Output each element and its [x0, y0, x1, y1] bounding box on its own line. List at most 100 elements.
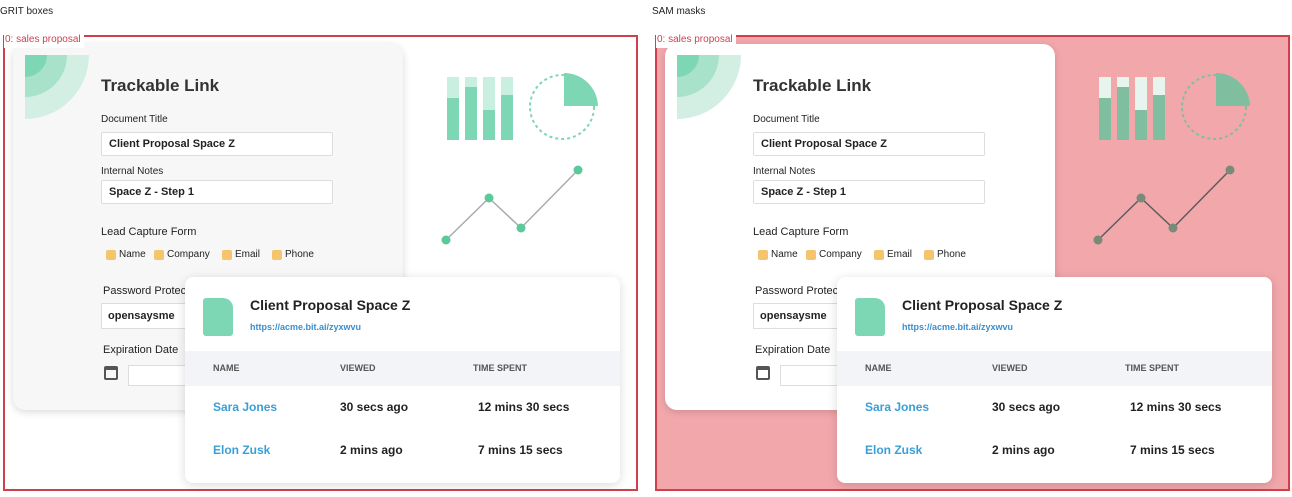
bar [1117, 87, 1129, 140]
table-cell: 2 mins ago [340, 443, 403, 457]
pie-slice [1216, 73, 1250, 106]
popup-card: Client Proposal Space Z https://acme.bit.… [185, 277, 620, 483]
table-cell: 7 mins 15 secs [478, 443, 563, 457]
popup-link: https://acme.bit.ai/zyxwvu [250, 322, 362, 332]
column-header: NAME [865, 363, 892, 373]
input-value: Space Z - Step 1 [761, 186, 846, 198]
popup-link: https://acme.bit.ai/zyxwvu [902, 322, 1014, 332]
chart-illustration [1093, 73, 1250, 245]
field-label: Document Title [101, 114, 168, 125]
field-label: Expiration Date [755, 344, 831, 356]
heading: Trackable Link [101, 76, 220, 95]
checkbox-label: Email [887, 249, 913, 260]
name-link: Sara Jones [213, 400, 278, 414]
text-input[interactable]: Space Z - Step 1 [753, 180, 985, 204]
pie-slice [564, 73, 598, 106]
table-cell: 2 mins ago [992, 443, 1055, 457]
input-value: Space Z - Step 1 [109, 186, 194, 198]
checkbox[interactable] [106, 250, 116, 260]
panel: SAM masks Trackable Link Document Title Cl… [652, 0, 1292, 497]
illustration [1082, 60, 1272, 260]
checkbox[interactable] [874, 250, 884, 260]
field-label: Expiration Date [103, 344, 179, 356]
field-label: Password Protec [103, 285, 187, 297]
field-label: Password Protec [755, 285, 839, 297]
checkbox-label: Name [119, 249, 146, 260]
input-value: opensaysme [108, 310, 175, 322]
text-input[interactable]: Client Proposal Space Z [753, 132, 985, 156]
text-input[interactable]: Space Z - Step 1 [101, 180, 333, 204]
date-input[interactable] [128, 365, 192, 386]
table-cell: 7 mins 15 secs [1130, 443, 1215, 457]
bar [465, 87, 477, 140]
panel: GRIT boxes Trackable Link Document Title C… [0, 0, 645, 497]
checkbox-label: Company [167, 249, 210, 260]
arc [677, 55, 699, 77]
bar [1135, 110, 1147, 140]
bar [1153, 95, 1165, 140]
checkbox[interactable] [222, 250, 232, 260]
section-label: Lead Capture Form [753, 226, 849, 238]
bar [447, 98, 459, 140]
doc-icon [855, 298, 885, 336]
input-value: Client Proposal Space Z [109, 138, 235, 150]
panel-title: GRIT boxes [0, 6, 54, 17]
checkbox[interactable] [272, 250, 282, 260]
line [1097, 169, 1231, 241]
table-header [185, 351, 620, 386]
pie [1181, 74, 1247, 140]
checkbox[interactable] [154, 250, 164, 260]
table-header [837, 351, 1272, 386]
field-label: Internal Notes [753, 166, 816, 177]
name-link: Elon Zusk [865, 443, 923, 457]
checkbox[interactable] [758, 250, 768, 260]
bar [501, 95, 513, 140]
checkbox-label: Phone [937, 249, 966, 260]
input-value: Client Proposal Space Z [761, 138, 887, 150]
line [445, 169, 579, 241]
doc-icon [203, 298, 233, 336]
region-label: 0: sales proposal [656, 32, 736, 48]
panel-title: SAM masks [652, 6, 706, 17]
chart-illustration [441, 73, 598, 245]
quarter-circles [25, 55, 89, 119]
pie [529, 74, 595, 140]
text-input[interactable]: Client Proposal Space Z [101, 132, 333, 156]
column-header: VIEWED [340, 363, 376, 373]
popup-title: Client Proposal Space Z [902, 297, 1063, 313]
field-label: Internal Notes [101, 166, 164, 177]
heading: Trackable Link [753, 76, 872, 95]
name-link: Elon Zusk [213, 443, 271, 457]
checkbox-label: Company [819, 249, 862, 260]
column-header: NAME [213, 363, 240, 373]
field-label: Document Title [753, 114, 820, 125]
point [1168, 223, 1178, 233]
table-cell: 30 secs ago [992, 400, 1061, 414]
point [516, 223, 526, 233]
table-cell: 12 mins 30 secs [478, 400, 570, 414]
calendar-icon[interactable] [104, 366, 118, 380]
checkbox-label: Phone [285, 249, 314, 260]
checkbox-label: Email [235, 249, 261, 260]
column-header: VIEWED [992, 363, 1028, 373]
point [1136, 193, 1146, 203]
bar [1099, 98, 1111, 140]
checkbox[interactable] [924, 250, 934, 260]
popup-card: Client Proposal Space Z https://acme.bit.… [837, 277, 1272, 483]
column-header: TIME SPENT [1125, 363, 1180, 373]
checkbox[interactable] [806, 250, 816, 260]
corner-decoration [677, 55, 747, 125]
corner-decoration [25, 55, 95, 125]
region-label: 0: sales proposal [4, 32, 84, 48]
point [441, 235, 451, 245]
section-label: Lead Capture Form [101, 226, 197, 238]
date-input[interactable] [780, 365, 844, 386]
input-value: opensaysme [760, 310, 827, 322]
column-header: TIME SPENT [473, 363, 528, 373]
point [1225, 165, 1235, 175]
name-link: Sara Jones [865, 400, 930, 414]
calendar-icon[interactable] [756, 366, 770, 380]
table-cell: 12 mins 30 secs [1130, 400, 1222, 414]
